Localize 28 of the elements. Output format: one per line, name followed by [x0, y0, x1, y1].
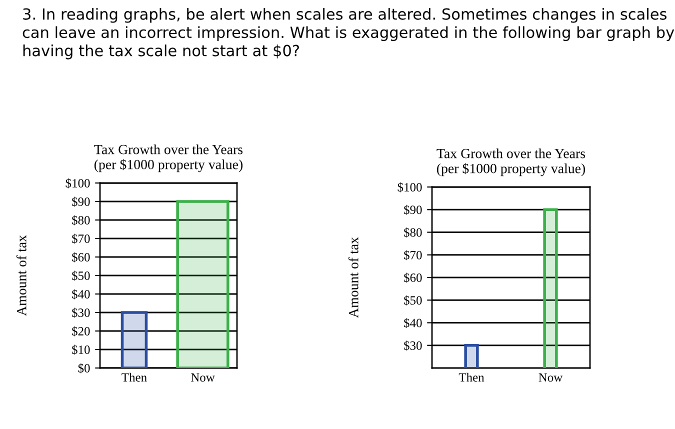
y-tick-label: $80 — [404, 228, 422, 238]
y-tick-label: $90 — [72, 196, 90, 207]
y-tick-label: $50 — [404, 295, 422, 306]
y-tick-label: $50 — [72, 270, 90, 281]
chart-title: Tax Growth over the Years (per $1000 property value) — [94, 144, 243, 172]
y-tick-label: $40 — [404, 318, 422, 328]
y-tick-label: $70 — [404, 250, 422, 260]
y-tick-label: $70 — [72, 234, 90, 244]
y-tick-label: $90 — [404, 204, 422, 215]
y-tick-label: $100 — [66, 178, 90, 188]
y-tick-label: $60 — [72, 252, 90, 262]
chart-title: Tax Growth over the Years (per $1000 property value) — [436, 148, 586, 176]
y-tick-label: $60 — [404, 272, 422, 283]
y-tick-label: $0 — [78, 363, 90, 374]
text: 3. In reading graphs, be alert when scales are altered. Sometimes changes in scales can leave an incorrect impression. What is exaggerated in the following bar graph by having the tax scale not start at $0? — [22, 8, 674, 60]
x-tick-label: Then — [458, 372, 484, 382]
x-tick-label: Then — [122, 372, 147, 382]
x-tick-label: Now — [538, 373, 563, 382]
y-axis-title: Amount of tax — [16, 235, 26, 316]
y-tick-label: $80 — [72, 215, 90, 226]
y-tick-label: $40 — [72, 289, 90, 300]
y-tick-label: $30 — [72, 308, 90, 318]
y-axis-title: Amount of tax — [348, 237, 358, 318]
y-tick-label: $30 — [404, 340, 422, 351]
y-tick-label: $100 — [398, 182, 422, 192]
x-tick-label: Now — [190, 373, 215, 382]
y-tick-label: $10 — [72, 344, 90, 355]
y-tick-label: $20 — [72, 326, 90, 336]
